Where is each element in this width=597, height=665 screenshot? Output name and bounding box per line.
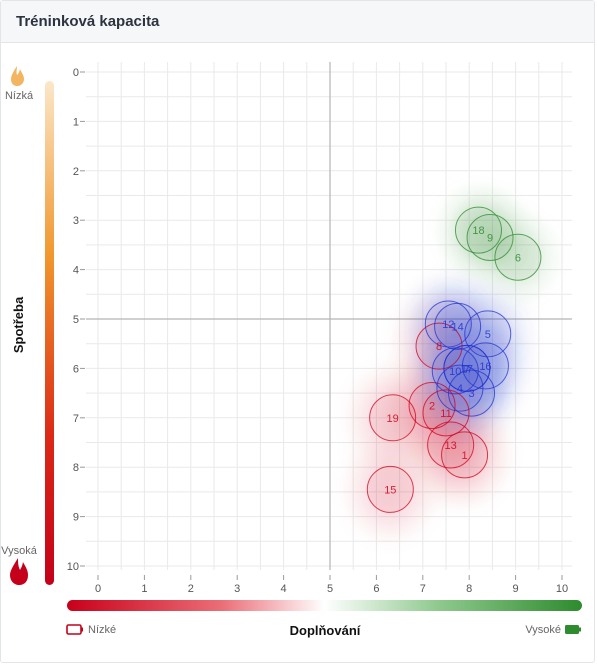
y-tick-label: 10 — [67, 561, 79, 573]
point-label-10: 10 — [449, 366, 461, 378]
point-4 — [436, 364, 484, 412]
point-label-16: 16 — [479, 361, 491, 373]
x-tick-label: 1 — [141, 583, 147, 595]
y-tick-label: 5 — [73, 314, 79, 326]
y-tick-label: 6 — [73, 363, 79, 375]
point-1 — [441, 431, 489, 479]
x-tick-label: 0 — [95, 583, 101, 595]
point-6 — [494, 233, 542, 281]
density-cloud-red — [356, 449, 425, 530]
point-18 — [454, 206, 502, 254]
point-15 — [366, 465, 414, 513]
point-label-3: 3 — [468, 388, 474, 400]
y-tick-label: 9 — [73, 512, 79, 524]
battery-empty-icon — [66, 624, 83, 635]
x-tick-label: 9 — [513, 583, 519, 595]
x-legend: Nízké Doplňování Vysoké — [66, 600, 582, 638]
point-17 — [443, 344, 491, 392]
plot-area: 0 1 2 3 4 5 6 7 8 9 100123456789101234567891011121… — [67, 62, 572, 595]
y-tick-label: 3 — [73, 215, 79, 227]
x-tick-label: 10 — [556, 583, 568, 595]
card-title: Tréninková kapacita — [16, 13, 160, 30]
y-legend-bottom-label: Vysoká — [1, 545, 38, 557]
x-tick-label: 5 — [327, 583, 333, 595]
point-label-2: 2 — [429, 400, 435, 412]
point-13 — [427, 421, 475, 469]
point-label-15: 15 — [384, 484, 396, 496]
x-legend-left-label: Nízké — [88, 624, 116, 636]
point-label-12: 12 — [442, 319, 454, 331]
y-tick-label: 7 — [73, 413, 79, 425]
point-10 — [431, 347, 479, 395]
point-5 — [464, 310, 512, 358]
x-tick-label: 7 — [420, 583, 426, 595]
y-legend: Nízká Spotřeba Vysoká — [1, 66, 54, 585]
point-label-5: 5 — [485, 329, 491, 341]
x-tick-label: 6 — [373, 583, 379, 595]
point-label-11: 11 — [440, 408, 451, 420]
y-tick-label: 4 — [73, 265, 79, 277]
point-label-17: 17 — [461, 363, 473, 375]
battery-full-icon — [565, 625, 581, 634]
x-legend-gradient-bar — [67, 600, 582, 611]
y-tick-label: 2 — [73, 166, 79, 178]
x-tick-label: 2 — [188, 583, 194, 595]
point-2 — [408, 381, 456, 429]
point-label-1: 1 — [461, 450, 467, 462]
point-16 — [461, 342, 509, 390]
y-tick-label: 0 — [73, 67, 79, 79]
x-legend-axis-title: Doplňování — [290, 623, 361, 638]
point-label-19: 19 — [387, 413, 399, 425]
point-label-18: 18 — [472, 225, 484, 237]
flame-icon-light — [11, 66, 24, 86]
y-legend-gradient-bar — [45, 81, 54, 585]
point-19 — [369, 394, 417, 442]
point-label-7: 7 — [464, 363, 470, 375]
point-14 — [434, 302, 482, 350]
y-legend-axis-title: Spotřeba — [11, 296, 26, 353]
point-label-9: 9 — [487, 232, 493, 244]
x-legend-right-label: Vysoké — [525, 624, 561, 636]
point-label-6: 6 — [515, 252, 521, 264]
x-tick-label: 4 — [281, 583, 287, 595]
x-tick-label: 3 — [234, 583, 240, 595]
point-label-14: 14 — [451, 321, 463, 333]
point-label-8: 8 — [436, 341, 442, 353]
point-11 — [422, 389, 470, 437]
density-cloud-red — [358, 377, 427, 458]
y-tick-label: 8 — [73, 462, 79, 474]
point-label-13: 13 — [445, 440, 457, 452]
point-label-4: 4 — [457, 383, 463, 395]
y-tick-label: 1 — [73, 116, 79, 128]
y-legend-top-label: Nízká — [5, 90, 34, 102]
flame-icon-red — [10, 558, 28, 585]
x-tick-label: 8 — [466, 583, 472, 595]
card-header: Tréninková kapacita — [1, 1, 594, 43]
